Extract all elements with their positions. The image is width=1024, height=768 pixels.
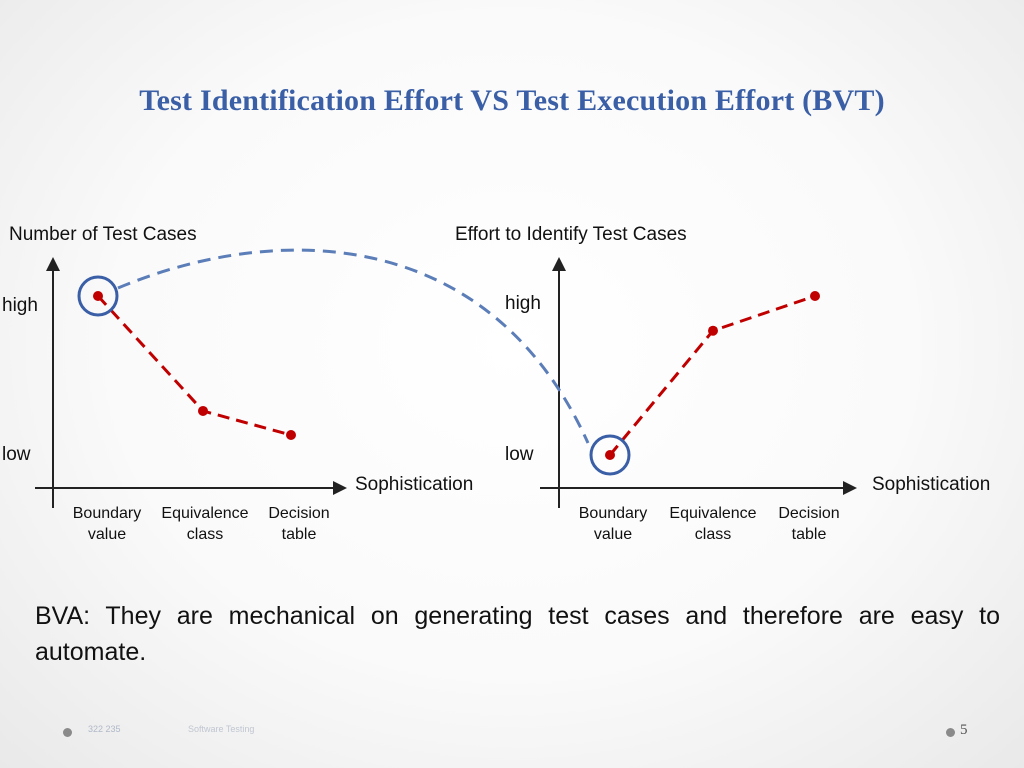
- comparison-figure: Number of Test Cases high low Sophisticatio…: [2, 224, 990, 543]
- data-point: [810, 291, 820, 301]
- slide-title: Test Identification Effort VS Test Execu…: [139, 84, 885, 117]
- footer-bullet-left: [63, 728, 72, 737]
- series-line: [96, 294, 292, 437]
- highlight-connector-curve: [117, 248, 590, 444]
- y-level-high: high: [2, 295, 38, 316]
- number-of-test-cases-chart: Number of Test Cases high low Sophisticatio…: [2, 224, 473, 543]
- category-label: Decision table: [778, 505, 839, 543]
- data-point: [93, 291, 103, 301]
- category-label: Boundary value: [73, 505, 142, 543]
- y-level-high: high: [505, 293, 541, 314]
- data-point: [286, 430, 296, 440]
- chart-title: Number of Test Cases: [9, 224, 197, 245]
- category-label: Decision table: [268, 505, 329, 543]
- y-level-low: low: [2, 444, 31, 465]
- x-axis-label: Sophistication: [872, 474, 990, 495]
- series-line: [608, 294, 816, 456]
- highlight-ring: [77, 275, 119, 317]
- slide-number: 5: [960, 722, 968, 738]
- category-label: Equivalence class: [161, 505, 248, 543]
- bva-statement: BVA: They are mechanical on generating t…: [35, 602, 1000, 666]
- x-axis-label: Sophistication: [355, 474, 473, 495]
- data-point: [605, 450, 615, 460]
- data-point: [198, 405, 208, 416]
- effort-to-identify-chart: Effort to Identify Test Cases high low Soph…: [455, 224, 990, 543]
- chart-title: Effort to Identify Test Cases: [455, 224, 687, 245]
- category-label: Boundary value: [579, 505, 648, 543]
- highlight-ring: [589, 434, 631, 476]
- category-label: Equivalence class: [669, 505, 756, 543]
- y-level-low: low: [505, 444, 534, 465]
- footer-course-name: Software Testing: [188, 724, 255, 734]
- data-point: [708, 325, 718, 336]
- footer-course-code: 322 235: [88, 724, 121, 734]
- footer-bullet-right: [946, 728, 955, 737]
